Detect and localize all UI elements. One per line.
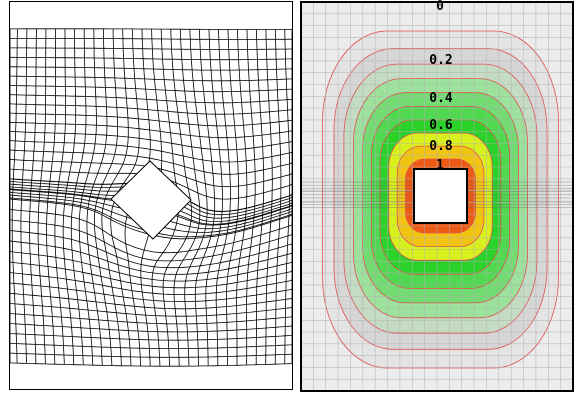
mesh-column-line [37,28,47,364]
contour-label-0: 0 [436,0,444,14]
mesh-row-line [9,94,293,104]
mesh-row-line [9,323,293,333]
mesh-row-line [9,66,293,71]
mesh-column-line [86,28,108,366]
mesh-row-line [9,130,293,151]
mesh-column-line [284,29,291,364]
right-panel-frame [300,1,574,392]
mesh-row-line [10,56,293,61]
mesh-column-line [93,28,118,366]
left-panel-frame [9,1,293,390]
mesh-column-line [226,29,239,366]
mesh-column-line [265,29,273,365]
mesh-row-line [9,103,293,115]
background-grid [301,2,573,391]
mesh-column-line [151,29,180,367]
contour-label-0-8: 0.8 [429,139,453,154]
deformed-mesh [9,28,293,367]
mesh-hole [110,160,192,240]
mesh-row-line [9,342,293,349]
mesh-column-line [29,28,37,364]
mesh-row-line [9,272,293,295]
deformed-mesh-panel [9,1,293,390]
mesh-row-line [9,352,293,358]
mesh-column-line [184,29,208,367]
contour-label-0-6: 0.6 [429,118,453,133]
mesh-column-line [62,28,77,365]
mesh-row-line [9,75,293,82]
mesh-row-line [9,333,293,341]
mesh-row-line [9,282,293,302]
mesh-row-line [10,28,292,30]
mesh-column-line [236,29,248,366]
mesh-column-line [246,29,256,365]
mesh-column-line [11,28,18,364]
mesh-column-line [20,28,28,364]
mesh-column-line [70,28,87,365]
contour-label-0-2: 0.2 [429,53,452,68]
mesh-row-line [9,362,293,367]
contour-labels: 0 0.2 0.4 0.6 0.8 1 [429,0,453,173]
mesh-row-line [9,261,293,289]
mesh-column-line [173,29,201,367]
mesh-column-line [255,29,265,365]
mesh-column-line [101,28,129,366]
mesh-row-line [10,47,292,50]
contour-label-1: 1 [436,158,444,173]
mesh-column-line [46,28,56,365]
mesh-column-line [205,29,223,366]
mesh-column-line [162,29,193,367]
square-hole [413,168,468,224]
mesh-column-line [274,29,282,365]
mesh-column-line [78,28,97,366]
contour-panel: 0 0.2 0.4 0.6 0.8 1 [300,0,574,392]
mesh-column-line [215,29,231,366]
mesh-row-line [10,38,292,40]
mesh-column-line [194,29,216,366]
contour-label-0-4: 0.4 [429,91,453,106]
mesh-column-line [54,28,66,365]
